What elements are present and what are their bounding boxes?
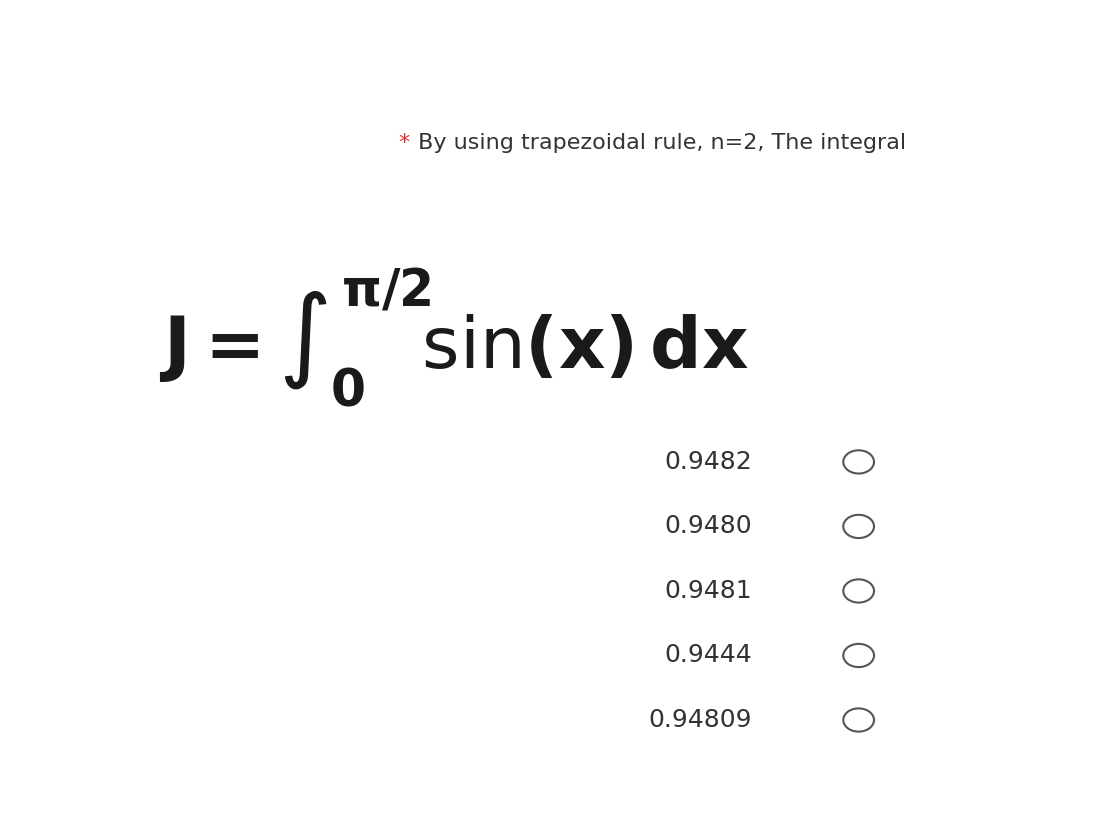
Text: 0.94809: 0.94809 xyxy=(648,708,752,732)
Text: 0.9481: 0.9481 xyxy=(664,579,752,603)
Text: By using trapezoidal rule, n=2, The integral: By using trapezoidal rule, n=2, The inte… xyxy=(411,132,906,153)
Text: 0.9480: 0.9480 xyxy=(664,515,752,539)
Text: $\mathbf{J = \int_0^{\pi/2} \!\sin(x)\,dx}$: $\mathbf{J = \int_0^{\pi/2} \!\sin(x)\,d… xyxy=(159,267,749,411)
Text: 0.9482: 0.9482 xyxy=(664,450,752,474)
Text: 0.9444: 0.9444 xyxy=(664,644,752,668)
Text: *: * xyxy=(397,132,410,153)
